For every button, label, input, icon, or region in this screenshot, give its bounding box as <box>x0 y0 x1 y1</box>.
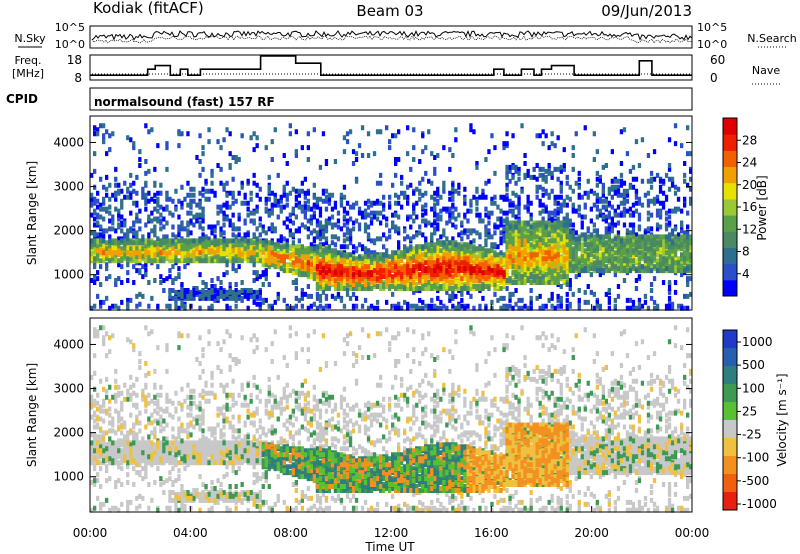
noise-right-tick-bottom: 10^0 <box>697 38 727 51</box>
velocity-colorbar-tick: 100 <box>742 381 765 395</box>
velocity-colorbar-swatch <box>723 402 737 421</box>
ytick-label: 1000 <box>53 268 84 282</box>
power-cells-path <box>90 123 693 311</box>
velocity-colorbar-tick: 500 <box>742 358 765 372</box>
power-cells-path <box>90 220 693 291</box>
nave-tick-top: 60 <box>710 53 725 67</box>
power-colorbar-tick: 28 <box>742 133 757 147</box>
xtick-label: 16:00 <box>474 526 509 540</box>
nsearch-line <box>91 35 693 44</box>
power-colorbar-label: Power [dB] <box>755 175 769 240</box>
ytick-label: 4000 <box>53 337 84 351</box>
power-colorbar-swatch <box>723 182 737 200</box>
power-panel: Slant Range [km] 1000 2000 3000 4000 <box>25 115 693 311</box>
freq-tick-top: 18 <box>67 53 82 67</box>
velocity-colorbar-swatch <box>723 348 737 367</box>
ytick-label: 2000 <box>53 224 84 238</box>
nsky-line <box>91 29 693 41</box>
ytick-label: 3000 <box>53 382 84 396</box>
velocity-colorbar-swatch <box>723 330 737 349</box>
velocity-colorbar-swatch <box>723 492 737 511</box>
noise-left-tick-top: 10^5 <box>55 21 85 34</box>
velocity-colorbar-tick: -1000 <box>742 497 777 511</box>
power-cells-path <box>90 220 693 291</box>
freq-label-line1: Freq. <box>14 54 41 67</box>
power-colorbar-swatch <box>723 231 737 248</box>
freq-line <box>90 55 692 76</box>
velocity-colorbar-swatch <box>723 474 737 493</box>
power-colorbar-swatch <box>723 118 737 135</box>
nave-tick-bottom: 0 <box>710 71 718 85</box>
velocity-colorbar-tick: 1000 <box>742 335 773 349</box>
power-colorbar-swatch <box>723 150 737 168</box>
nave-label: Nave <box>752 64 780 77</box>
freq-label-line2: [MHz] <box>12 67 44 80</box>
power-colorbar-swatch <box>723 263 737 281</box>
velocity-colorbar-tick: -500 <box>742 474 769 488</box>
velocity-cells-path <box>90 325 693 513</box>
beam-title: Beam 03 <box>356 2 423 20</box>
noise-left-tick-bottom: 10^0 <box>55 38 85 51</box>
velocity-cells-path <box>261 422 569 493</box>
power-colorbar-tick: 20 <box>742 178 757 192</box>
velocity-colorbar-swatch <box>723 456 737 475</box>
velocity-colorbar-swatch <box>723 438 737 457</box>
freq-nave-panel: 18 8 60 0 Freq. [MHz] Nave <box>12 53 780 85</box>
power-ylabel: Slant Range [km] <box>25 161 39 265</box>
xtick-label: 04:00 <box>173 526 208 540</box>
power-colorbar-tick: 16 <box>742 200 757 214</box>
power-colorbar: 4 8 12 16 20 24 28 Power [dB] <box>722 117 769 297</box>
power-colorbar-swatch <box>723 198 737 216</box>
velocity-cells-path <box>261 444 467 493</box>
power-colorbar-swatch <box>723 279 737 297</box>
power-colorbar-swatch <box>723 247 737 265</box>
cpid-value: normalsound (fast) 157 RF <box>94 95 275 109</box>
noise-right-tick-top: 10^5 <box>697 21 727 34</box>
ytick-label: 3000 <box>53 180 84 194</box>
xtick-label: 20:00 <box>574 526 609 540</box>
velocity-colorbar-swatch <box>723 384 737 403</box>
power-colorbar-tick: 4 <box>742 267 750 281</box>
cpid-label: CPID <box>6 92 38 106</box>
velocity-colorbar-tick: 25 <box>742 404 757 418</box>
velocity-colorbar-swatch <box>723 366 737 385</box>
velocity-cells-path <box>90 331 693 513</box>
velocity-panel: Slant Range [km] 1000 2000 3000 4000 00:00 0… <box>25 304 709 554</box>
velocity-xlabel: Time UT <box>364 540 415 554</box>
power-colorbar-swatch <box>723 134 737 151</box>
velocity-colorbar-swatch <box>723 420 737 439</box>
power-colorbar-tick: 24 <box>742 156 757 170</box>
xtick-label: 00:00 <box>73 526 108 540</box>
power-cells-path <box>315 264 506 278</box>
power-colorbar-swatch <box>723 166 737 184</box>
power-colorbar-tick: 12 <box>742 222 757 236</box>
xtick-label: 00:00 <box>675 526 710 540</box>
ytick-label: 4000 <box>53 135 84 149</box>
station-title: Kodiak (fitACF) <box>93 0 204 17</box>
ytick-label: 2000 <box>53 426 84 440</box>
xtick-label: 08:00 <box>273 526 308 540</box>
power-colorbar-tick: 8 <box>742 245 750 259</box>
date-title: 09/Jun/2013 <box>601 2 692 20</box>
ytick-label: 1000 <box>53 470 84 484</box>
noise-right-label: N.Search <box>747 32 797 45</box>
velocity-colorbar-label: Velocity [m s⁻¹] <box>775 373 789 466</box>
power-cells-path <box>90 123 693 311</box>
noise-left-label: N.Sky <box>14 32 46 45</box>
velocity-colorbar-tick: -25 <box>742 428 762 442</box>
velocity-colorbar-tick: -100 <box>742 451 769 465</box>
noise-panel: 10^5 10^0 10^5 10^0 N.Sky N.Search <box>14 21 796 51</box>
velocity-colorbar: 1000 500 100 25 -25 -100 -500 -1000 Velocity [m… <box>722 329 789 511</box>
xtick-label: 12:00 <box>374 526 409 540</box>
freq-tick-bottom: 8 <box>74 71 82 85</box>
power-colorbar-swatch <box>723 215 737 232</box>
velocity-ylabel: Slant Range [km] <box>25 363 39 467</box>
power-cells-path <box>306 258 506 282</box>
